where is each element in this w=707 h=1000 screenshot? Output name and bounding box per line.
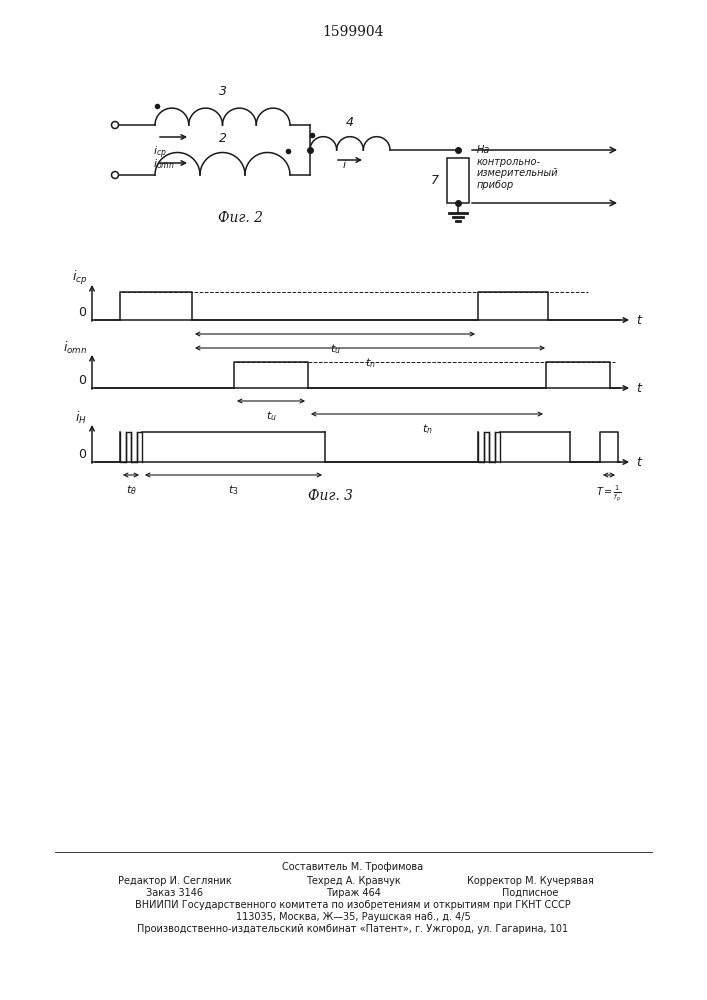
Text: 1599904: 1599904 (322, 25, 384, 39)
Text: $t_u$: $t_u$ (329, 342, 341, 356)
Text: $t_\theta$: $t_\theta$ (126, 483, 136, 497)
Text: Техред А. Кравчук: Техред А. Кравчук (305, 876, 400, 886)
Text: 3: 3 (218, 85, 226, 98)
Text: $0$: $0$ (78, 306, 87, 319)
Text: $0$: $0$ (78, 374, 87, 387)
Text: $t_3$: $t_3$ (228, 483, 239, 497)
Text: 113035, Москва, Ж—35, Раушская наб., д. 4/5: 113035, Москва, Ж—35, Раушская наб., д. … (235, 912, 470, 922)
Text: $i$: $i$ (342, 158, 347, 170)
Text: $i_{cp}$: $i_{cp}$ (71, 269, 87, 287)
Text: Подписное: Подписное (502, 888, 559, 898)
Text: Тираж 464: Тираж 464 (325, 888, 380, 898)
Text: 7: 7 (431, 174, 439, 187)
Text: Фиг. 2: Фиг. 2 (218, 211, 262, 225)
Text: $T{=}\frac{1}{f_p}$: $T{=}\frac{1}{f_p}$ (596, 483, 621, 504)
Text: Редактор И. Сегляник: Редактор И. Сегляник (118, 876, 232, 886)
Bar (447, 158, 469, 203)
Text: 2: 2 (218, 131, 226, 144)
Text: $i_{omn}$: $i_{omn}$ (153, 157, 175, 171)
Text: На
контрольно-
измерительный
прибор: На контрольно- измерительный прибор (477, 145, 559, 190)
Text: 4: 4 (346, 116, 354, 129)
Text: $t$: $t$ (636, 381, 643, 394)
Text: $i_H$: $i_H$ (75, 410, 87, 426)
Text: $t_n$: $t_n$ (365, 356, 375, 370)
Text: ВНИИПИ Государственного комитета по изобретениям и открытиям при ГКНТ СССР: ВНИИПИ Государственного комитета по изоб… (135, 900, 571, 910)
Text: Производственно-издательский комбинат «Патент», г. Ужгород, ул. Гагарина, 101: Производственно-издательский комбинат «П… (137, 924, 568, 934)
Text: Составитель М. Трофимова: Составитель М. Трофимова (282, 862, 423, 872)
Text: $i_{cp}$: $i_{cp}$ (153, 145, 167, 161)
Text: $i_{omn}$: $i_{omn}$ (63, 340, 87, 356)
Text: $t$: $t$ (636, 456, 643, 468)
Text: $t$: $t$ (636, 314, 643, 326)
Text: Заказ 3146: Заказ 3146 (146, 888, 204, 898)
Text: $t_n$: $t_n$ (421, 422, 433, 436)
Text: Корректор М. Кучерявая: Корректор М. Кучерявая (467, 876, 593, 886)
Text: $t_u$: $t_u$ (266, 409, 276, 423)
Text: Фиг. 3: Фиг. 3 (308, 489, 353, 503)
Text: $0$: $0$ (78, 448, 87, 461)
